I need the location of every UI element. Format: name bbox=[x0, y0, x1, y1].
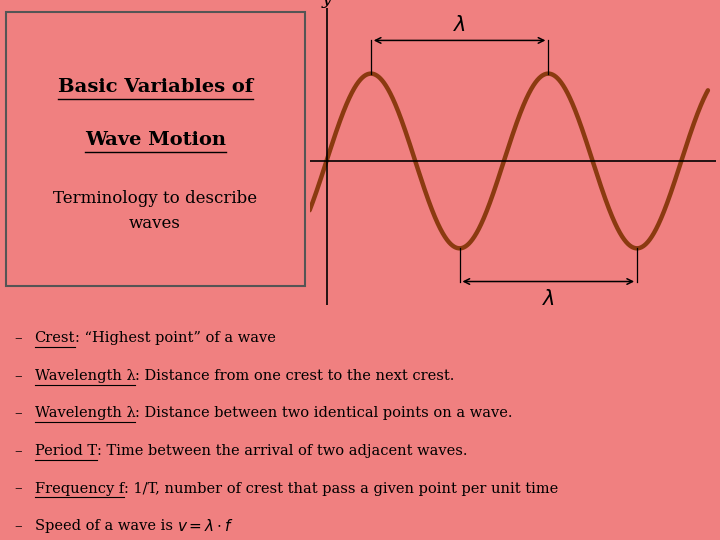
Text: Wavelength λ: Wavelength λ bbox=[35, 369, 135, 383]
Text: –: – bbox=[14, 331, 22, 345]
Text: Terminology to describe
waves: Terminology to describe waves bbox=[53, 190, 257, 232]
Text: –: – bbox=[14, 406, 22, 420]
Text: Speed of a wave is: Speed of a wave is bbox=[35, 519, 177, 533]
Text: : Distance from one crest to the next crest.: : Distance from one crest to the next cr… bbox=[135, 369, 455, 383]
Text: –: – bbox=[14, 519, 22, 533]
Text: : Time between the arrival of two adjacent waves.: : Time between the arrival of two adjace… bbox=[96, 444, 467, 458]
Text: Wave Motion: Wave Motion bbox=[85, 131, 225, 149]
Text: $v = \lambda \cdot f$: $v = \lambda \cdot f$ bbox=[177, 518, 234, 534]
Text: : Distance between two identical points on a wave.: : Distance between two identical points … bbox=[135, 406, 513, 420]
Text: –: – bbox=[14, 369, 22, 383]
Text: Frequency f: Frequency f bbox=[35, 482, 124, 496]
Text: $\lambda$: $\lambda$ bbox=[453, 15, 466, 35]
Text: Wavelength λ: Wavelength λ bbox=[35, 406, 135, 420]
Text: –: – bbox=[14, 482, 22, 496]
Text: : “Highest point” of a wave: : “Highest point” of a wave bbox=[75, 331, 276, 345]
Text: Basic Variables of: Basic Variables of bbox=[58, 78, 253, 96]
Bar bbox=[6, 12, 305, 286]
Text: Crest: Crest bbox=[35, 331, 75, 345]
Text: $\lambda$: $\lambda$ bbox=[541, 288, 555, 308]
Text: Period T: Period T bbox=[35, 444, 96, 458]
Text: y: y bbox=[321, 0, 332, 8]
Text: –: – bbox=[14, 444, 22, 458]
Text: : 1/T, number of crest that pass a given point per unit time: : 1/T, number of crest that pass a given… bbox=[124, 482, 558, 496]
